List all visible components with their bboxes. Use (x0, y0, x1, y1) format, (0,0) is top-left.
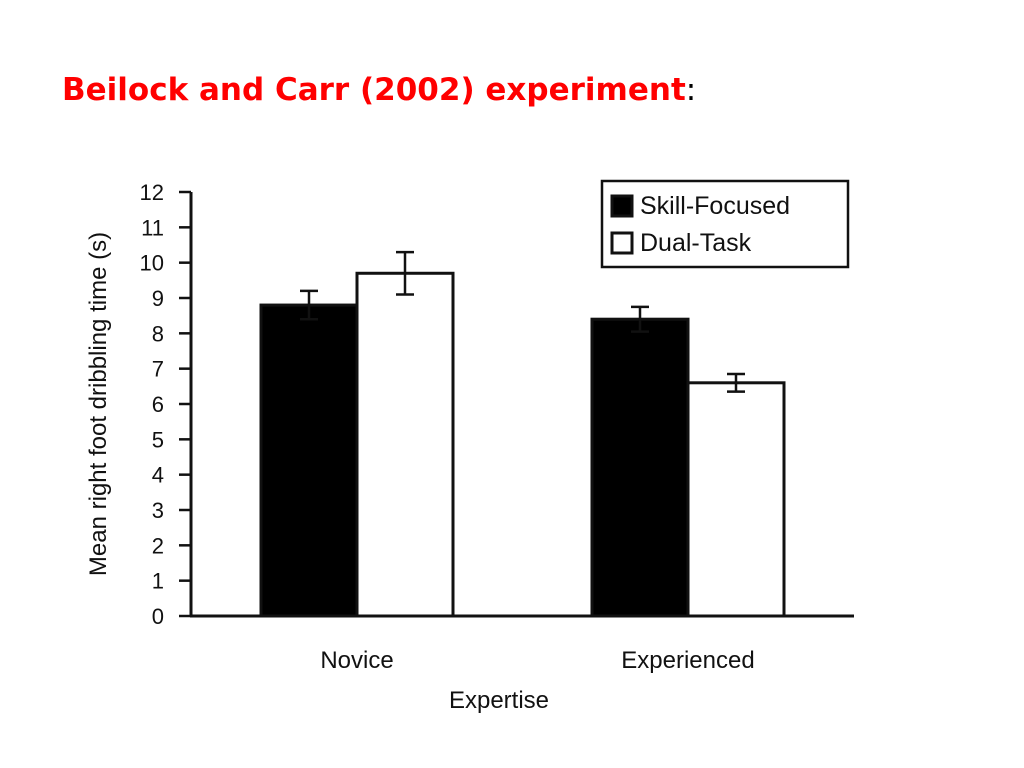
y-tick-label: 0 (152, 604, 164, 629)
chart-error-bars (300, 250, 745, 393)
y-tick-label: 10 (140, 251, 164, 276)
chart-bars (259, 271, 786, 618)
x-category-label: Novice (320, 647, 393, 674)
y-tick-label: 2 (152, 533, 164, 558)
y-tick-label: 5 (152, 427, 164, 452)
bar-dual-task-novice (355, 271, 455, 618)
x-axis-title: Expertise (449, 687, 549, 714)
bar-skill-focused-novice (259, 303, 359, 618)
y-tick-label: 9 (152, 286, 164, 311)
slide-title: Beilock and Carr (2002) experiment: (62, 72, 696, 108)
bar-dual-task-experienced (686, 381, 786, 618)
x-category-label: Experienced (621, 647, 754, 674)
legend-swatch (610, 231, 634, 255)
y-tick-label: 7 (152, 357, 164, 382)
y-tick-label: 4 (152, 463, 164, 488)
y-axis-title: Mean right foot dribbling time (s) (85, 232, 112, 576)
slide-title-text: Beilock and Carr (2002) experiment (62, 72, 686, 108)
y-tick-label: 12 (140, 180, 164, 205)
y-tick-label: 1 (152, 569, 164, 594)
legend-label: Skill-Focused (640, 192, 790, 220)
chart-category-labels: Novice Experienced (320, 647, 754, 674)
y-tick-label: 8 (152, 321, 164, 346)
bar-skill-focused-experienced (590, 317, 690, 618)
legend-box (600, 179, 850, 269)
legend-label: Dual-Task (640, 229, 752, 257)
y-tick-label: 11 (141, 215, 164, 240)
slide-title-colon: : (685, 72, 697, 108)
chart-legend: Skill-Focused Dual-Task (600, 179, 850, 269)
legend-swatch (610, 194, 634, 218)
y-tick-label: 6 (152, 392, 164, 417)
y-tick-label: 3 (152, 498, 164, 523)
